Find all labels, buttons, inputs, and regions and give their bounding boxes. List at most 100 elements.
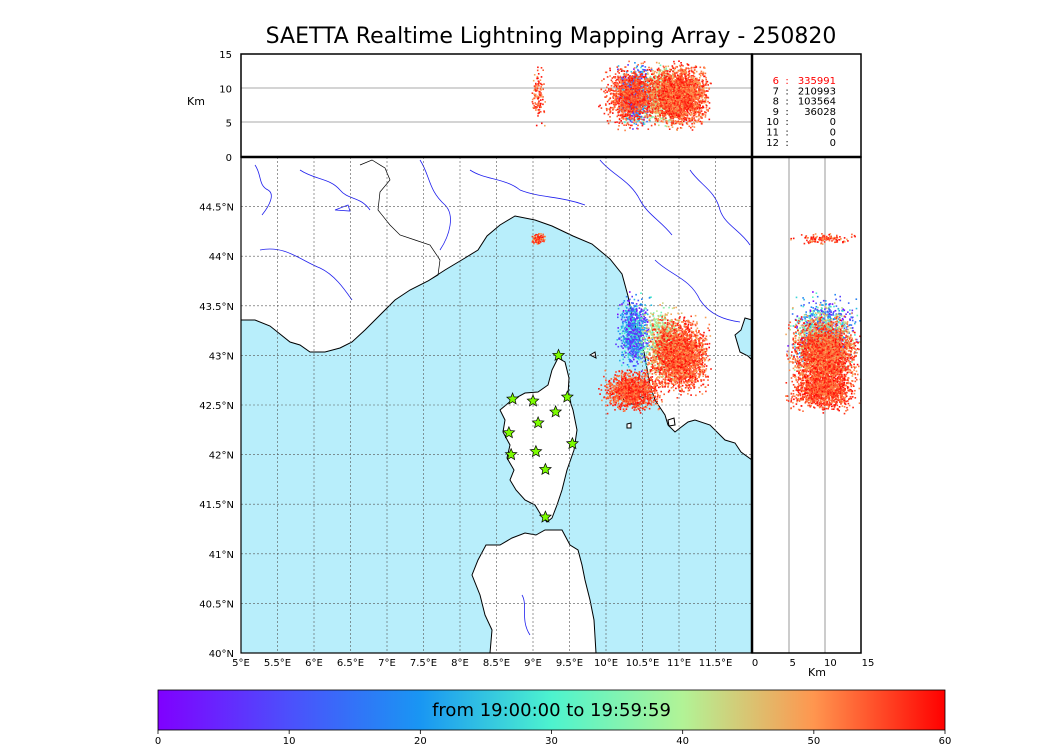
lightning-point <box>653 367 656 369</box>
lightning-point <box>688 338 690 341</box>
lightning-point <box>660 332 662 335</box>
lightning-point <box>683 343 685 346</box>
lightning-point <box>654 323 656 325</box>
lightning-point <box>648 369 651 371</box>
lightning-point <box>629 313 632 316</box>
lightning-point <box>685 366 688 369</box>
lightning-point <box>686 344 688 347</box>
lightning-point <box>676 371 678 374</box>
lightning-point <box>639 311 641 313</box>
lightning-point <box>668 365 670 367</box>
lightning-point <box>604 369 607 372</box>
lightning-point <box>619 359 621 362</box>
lightning-point <box>658 354 661 356</box>
lightning-point <box>662 369 664 372</box>
lightning-point <box>677 370 679 373</box>
lightning-point <box>704 369 707 372</box>
lightning-point <box>684 320 686 323</box>
lightning-point <box>658 333 661 335</box>
lightning-point <box>675 334 678 337</box>
lightning-point <box>624 312 626 315</box>
lightning-point <box>684 337 686 340</box>
map-land <box>241 157 752 653</box>
lightning-point <box>708 358 711 361</box>
lightning-point <box>631 317 634 320</box>
lightning-point <box>689 354 692 357</box>
lightning-point <box>645 371 648 374</box>
lightning-point <box>681 347 683 349</box>
lightning-point <box>665 328 667 330</box>
lightning-point <box>651 363 654 366</box>
lightning-point <box>622 326 624 328</box>
lightning-point <box>667 335 669 337</box>
lightning-point <box>633 358 635 361</box>
lightning-point <box>691 360 694 362</box>
lightning-point <box>650 366 653 368</box>
lightning-point <box>679 374 681 377</box>
lightning-point <box>664 374 666 376</box>
lightning-point <box>701 353 703 356</box>
lightning-point <box>665 366 667 368</box>
lightning-point <box>661 341 664 343</box>
lightning-point <box>622 337 625 339</box>
lightning-point <box>685 345 687 348</box>
lightning-point <box>664 386 666 388</box>
lightning-point <box>670 343 673 346</box>
lightning-point <box>699 350 702 352</box>
lightning-point <box>542 236 544 239</box>
lightning-point <box>653 339 656 342</box>
lightning-point <box>707 327 709 329</box>
lightning-point <box>634 341 637 344</box>
lightning-point <box>612 400 615 402</box>
lightning-point <box>680 334 683 337</box>
lightning-point <box>703 343 705 346</box>
lightning-point <box>668 389 671 392</box>
lightning-point <box>647 359 649 361</box>
lightning-point <box>667 330 669 333</box>
lightning-point <box>534 234 536 237</box>
lightning-point <box>676 363 679 365</box>
lightning-point <box>655 330 657 332</box>
lightning-point <box>647 363 649 366</box>
lightning-point <box>677 324 679 327</box>
lightning-point <box>533 235 535 238</box>
lightning-point <box>635 335 638 338</box>
lightning-point <box>629 379 631 381</box>
lightning-point <box>702 349 704 351</box>
small-island <box>588 351 597 359</box>
lightning-point <box>700 384 702 387</box>
lightning-point <box>674 351 677 353</box>
lightning-point <box>638 374 641 376</box>
lightning-point <box>662 302 664 304</box>
lightning-point <box>660 340 663 342</box>
lightning-point <box>646 385 649 387</box>
lightning-point <box>627 319 630 321</box>
lightning-point <box>635 308 638 310</box>
lightning-point <box>669 341 672 344</box>
lightning-point <box>677 359 680 362</box>
lightning-point <box>668 351 671 353</box>
lightning-point <box>645 351 648 353</box>
lightning-point <box>535 233 537 236</box>
lightning-point <box>704 343 707 345</box>
lightning-point <box>677 369 679 372</box>
lightning-point <box>622 323 624 325</box>
lightning-point <box>704 337 706 340</box>
lightning-point <box>691 351 694 353</box>
lightning-point <box>669 346 672 349</box>
lightning-point <box>637 340 639 342</box>
lightning-point <box>682 351 684 354</box>
lightning-point <box>639 303 642 305</box>
lightning-point <box>656 369 659 371</box>
lightning-point <box>671 342 673 345</box>
lightning-point <box>689 368 692 370</box>
lightning-point <box>648 340 650 342</box>
lightning-point <box>642 336 645 339</box>
lightning-point <box>674 332 676 334</box>
lightning-point <box>692 352 695 354</box>
lightning-point <box>694 343 696 345</box>
lightning-point <box>618 381 621 383</box>
lightning-point <box>690 358 693 360</box>
lightning-point <box>684 341 686 343</box>
lightning-point <box>622 341 625 343</box>
